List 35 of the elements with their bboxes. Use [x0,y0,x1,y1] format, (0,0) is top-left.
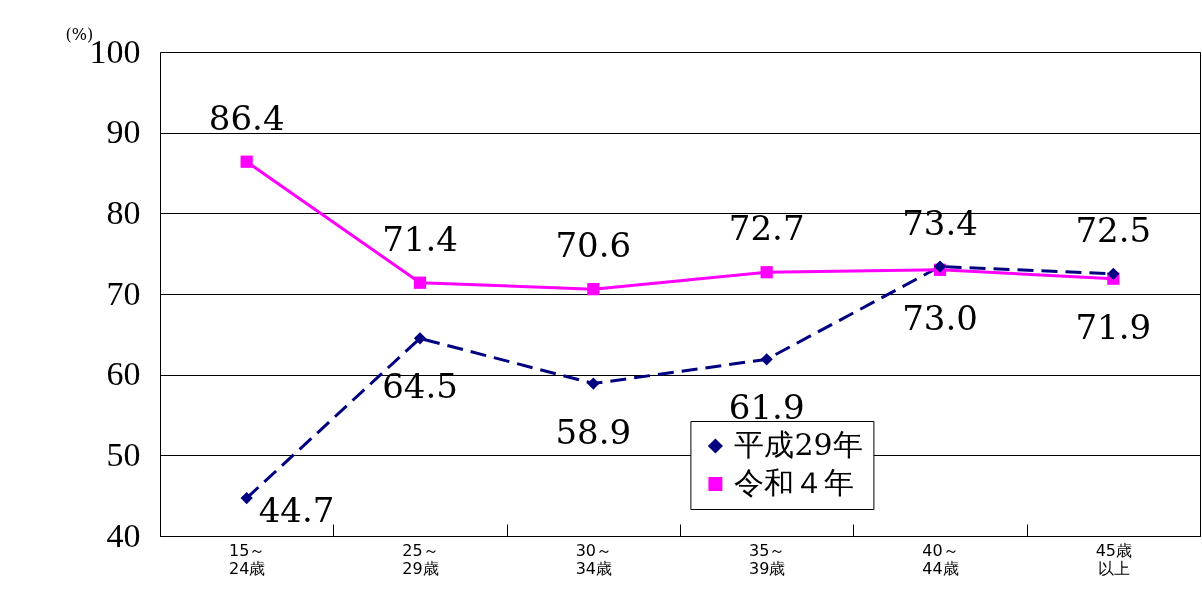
point [587,377,600,390]
text: 72.5 [1075,209,1152,250]
x-tick-label: 15～24歳 [228,540,266,578]
x-tick-label: 25～29歳 [402,540,439,578]
point [760,266,773,279]
point [240,491,253,505]
y-tick-label: 90 [106,113,141,151]
x-tick-label: 35～39歳 [748,540,786,578]
point [760,353,773,366]
legend-label: 平成29年 [734,427,863,462]
y-tick-label: 80 [106,193,141,231]
text: 73.4 [902,202,978,243]
point [413,276,427,289]
text: 58.9 [555,411,632,452]
text: 70.6 [555,225,632,266]
text: 71.4 [382,218,458,259]
legend-label: 令和４年 [734,465,855,500]
point [240,155,253,168]
text: 71.9 [1075,306,1152,347]
text: 44.7 [258,490,335,531]
y-tick-label: 60 [106,355,141,393]
y-tick-label: 50 [106,435,141,473]
point [1107,267,1120,280]
y-tick-label: 40 [106,516,141,554]
text: 73.0 [902,297,978,338]
text: 64.5 [382,366,458,407]
text: 86.4 [208,97,285,138]
x-tick-label: 30～34歳 [575,540,613,578]
text: 61.9 [728,387,805,428]
x-tick-label: 45歳以上 [1095,540,1133,578]
x-tick-label: 40～44歳 [922,540,959,578]
y-tick-label: 70 [106,274,141,312]
point [413,332,427,345]
point [587,283,600,296]
text: 72.7 [728,208,805,249]
